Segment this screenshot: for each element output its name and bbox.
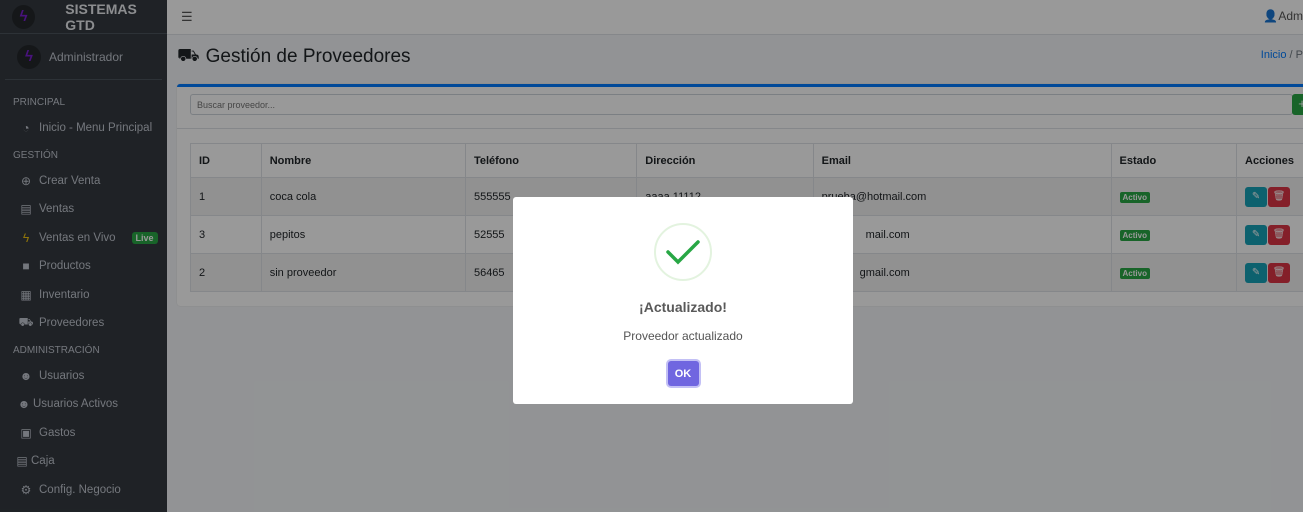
divider <box>177 128 1303 129</box>
edit-button[interactable]: ✎ <box>1245 224 1268 245</box>
table-cell: 3 <box>190 215 262 254</box>
ok-button[interactable]: OK <box>667 361 699 386</box>
label: Gastos <box>39 426 76 439</box>
money-bill-icon: ▣ <box>20 425 32 440</box>
label: Crear Venta <box>39 174 101 187</box>
brand-name: SISTEMAS GTD <box>65 0 137 33</box>
status-cell: Activo <box>1110 177 1238 216</box>
sidebar-item-inicio[interactable]: ◔ Inicio - Menu Principal <box>0 114 167 143</box>
box-icon: ■ <box>22 259 30 274</box>
status-badge: Activo <box>1119 229 1150 241</box>
plus-circle-icon: ⊕ <box>20 173 32 188</box>
breadcrumb-inicio[interactable]: Inicio <box>1260 49 1287 61</box>
delete-button[interactable]: 🗑 <box>1268 262 1291 283</box>
label: Productos <box>39 260 91 273</box>
table-cell: prueba@hotmail.com <box>812 177 1112 216</box>
status-cell: Activo <box>1110 253 1238 292</box>
user-panel[interactable]: ϟ Administrador <box>5 34 162 80</box>
user-menu[interactable]: 👤Adm <box>1263 9 1303 23</box>
user-name: Administrador <box>49 49 124 64</box>
edit-button[interactable]: ✎ <box>1245 262 1268 283</box>
sidebar-item-proveedores[interactable]: ⛟ Proveedores <box>0 309 167 338</box>
col-telefono: Teléfono <box>464 143 638 178</box>
label: Ventas <box>39 203 75 216</box>
cash-register-icon: ▤ <box>16 454 28 469</box>
user-label: Adm <box>1278 9 1303 23</box>
sidebar-item-usuarios-activos[interactable]: ☻ Usuarios Activos <box>0 390 167 419</box>
table-cell: sin proveedor <box>260 253 466 292</box>
breadcrumb: Inicio / P <box>1261 49 1303 61</box>
actions-cell: ✎ 🗑 <box>1236 253 1303 292</box>
sidebar-item-caja[interactable]: ▤ Caja <box>0 447 167 476</box>
sidebar: ϟ SISTEMAS GTD ϟ Administrador PRINCIPAL ◔… <box>0 0 167 512</box>
col-id: ID <box>190 143 262 178</box>
live-badge: Live <box>131 231 158 244</box>
actions-cell: ✎ 🗑 <box>1236 215 1303 254</box>
user-icon: 👤 <box>1263 9 1279 23</box>
truck-icon: ⛟ <box>18 315 34 330</box>
section-principal: PRINCIPAL <box>13 97 66 108</box>
status-badge: Activo <box>1119 191 1150 203</box>
success-dialog: ¡Actualizado! Proveedor actualizado OK <box>513 197 853 404</box>
menu-icon[interactable]: ☰ <box>181 9 193 24</box>
dialog-title: ¡Actualizado! <box>639 299 727 315</box>
success-check-icon <box>654 223 712 281</box>
delete-button[interactable]: 🗑 <box>1268 224 1291 245</box>
users-icon: ☻ <box>17 397 31 412</box>
table-cell: coca cola <box>260 177 466 216</box>
tachometer-icon: ◔ <box>22 121 30 136</box>
sidebar-item-usuarios[interactable]: ☻ Usuarios <box>0 362 167 391</box>
cogs-icon: ⚙ <box>20 482 32 497</box>
actions-cell: ✎ 🗑 <box>1236 177 1303 216</box>
cash-register-icon: ▤ <box>20 202 32 217</box>
breadcrumb-sep: / <box>1289 49 1293 61</box>
label: Proveedores <box>39 317 105 330</box>
truck-icon: ⛟ <box>177 45 200 65</box>
warehouse-icon: ▦ <box>20 287 32 302</box>
sidebar-item-inventario[interactable]: ▦ Inventario <box>0 281 167 310</box>
sidebar-item-crear-venta[interactable]: ⊕ Crear Venta <box>0 167 167 196</box>
label: Usuarios <box>39 369 85 382</box>
label: Ventas en Vivo <box>39 231 116 244</box>
avatar: ϟ <box>17 44 41 69</box>
page-title: ⛟ Gestión de Proveedores <box>177 45 411 69</box>
sidebar-item-gastos[interactable]: ▣ Gastos <box>0 419 167 448</box>
search-input[interactable] <box>190 94 1293 115</box>
breadcrumb-current: P <box>1295 49 1303 61</box>
col-email: Email <box>812 143 1112 178</box>
label: Config. Negocio <box>39 483 121 496</box>
label: Caja <box>31 455 55 468</box>
col-acciones: Acciones <box>1236 143 1303 178</box>
add-supplier-button[interactable]: + <box>1292 94 1303 115</box>
label: Inicio - Menu Principal <box>39 122 153 135</box>
topbar: ☰ 👤Adm <box>167 0 1303 35</box>
delete-button[interactable]: 🗑 <box>1268 186 1291 207</box>
bolt-logo-icon: ϟ <box>12 4 36 29</box>
bolt-icon: ϟ <box>22 230 30 245</box>
section-administracion: ADMINISTRACIÓN <box>13 344 100 356</box>
section-gestion: GESTIÓN <box>13 149 59 161</box>
table-cell: 1 <box>190 177 262 216</box>
label: Usuarios Activos <box>33 398 119 411</box>
sidebar-item-config[interactable]: ⚙ Config. Negocio <box>0 476 167 505</box>
title-text: Gestión de Proveedores <box>205 46 411 67</box>
label: Inventario <box>39 288 90 301</box>
sidebar-item-ventas-vivo[interactable]: ϟ Ventas en Vivo Live <box>0 224 167 253</box>
brand[interactable]: ϟ SISTEMAS GTD <box>0 0 167 34</box>
sidebar-item-productos[interactable]: ■ Productos <box>0 252 167 281</box>
table-cell: gmail.com <box>812 253 1112 292</box>
dialog-message: Proveedor actualizado <box>623 329 743 343</box>
sidebar-item-ventas[interactable]: ▤ Ventas <box>0 195 167 224</box>
status-badge: Activo <box>1119 267 1150 279</box>
edit-button[interactable]: ✎ <box>1245 186 1268 207</box>
user-cog-icon: ☻ <box>19 368 33 383</box>
